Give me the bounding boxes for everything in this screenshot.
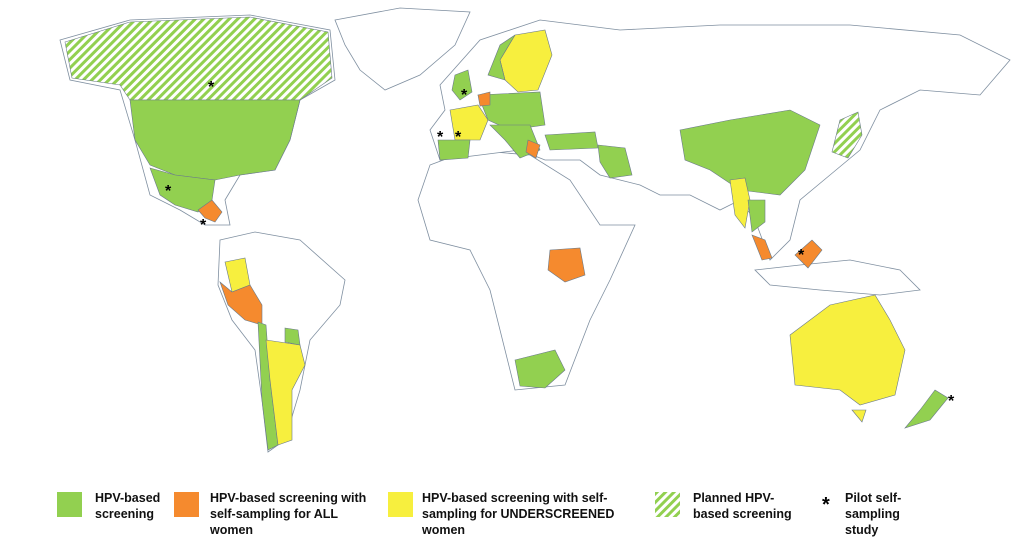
myanmar [729, 177, 751, 229]
australia [789, 294, 906, 406]
world-map: * * * * * * * * [59, 7, 1011, 453]
legend-swatch [655, 492, 680, 517]
central-america [197, 199, 223, 223]
japan [831, 111, 863, 159]
usa [129, 99, 301, 181]
peru [219, 281, 263, 326]
malaysia [751, 234, 773, 261]
pilot-marker: * [208, 79, 215, 96]
china [679, 109, 821, 196]
pilot-marker: * [437, 129, 444, 146]
new-zealand [904, 389, 949, 429]
legend-label: HPV-based screening with self-sampling f… [210, 491, 367, 537]
borneo [794, 239, 823, 269]
legend-swatch [57, 492, 82, 517]
pilot-marker: * [798, 247, 805, 264]
paraguay [284, 327, 301, 346]
pilot-marker: * [948, 393, 955, 410]
thailand [747, 199, 766, 233]
pilot-marker: * [200, 217, 207, 234]
pilot-marker: * [461, 87, 468, 104]
scandinavia [499, 29, 553, 93]
greece [525, 139, 541, 159]
legend-label: Planned HPV-based screening [693, 491, 792, 521]
indonesia [754, 259, 921, 296]
france [449, 104, 489, 141]
norway-coast [487, 34, 516, 81]
tasmania [851, 409, 867, 423]
legend-label: Pilot self-sampling study [845, 491, 902, 537]
iran [597, 144, 633, 179]
africa [417, 149, 636, 391]
pilot-marker: * [165, 183, 172, 200]
uk [451, 69, 473, 101]
south-africa [514, 349, 566, 389]
argentina [265, 339, 306, 446]
legend-swatch [174, 492, 199, 517]
legend-swatch [388, 492, 413, 517]
greenland [334, 7, 471, 91]
kenya [547, 247, 586, 283]
pilot-marker: * [455, 129, 462, 146]
iberia [437, 139, 471, 161]
legend-label: HPV-based screening [95, 491, 161, 521]
netherlands [477, 91, 491, 107]
hatch-swatch [655, 492, 680, 517]
legend-label: HPV-based screening with self-sampling f… [422, 491, 615, 537]
turkey [544, 131, 599, 151]
canada [64, 16, 333, 101]
legend-symbol: * [822, 494, 830, 516]
